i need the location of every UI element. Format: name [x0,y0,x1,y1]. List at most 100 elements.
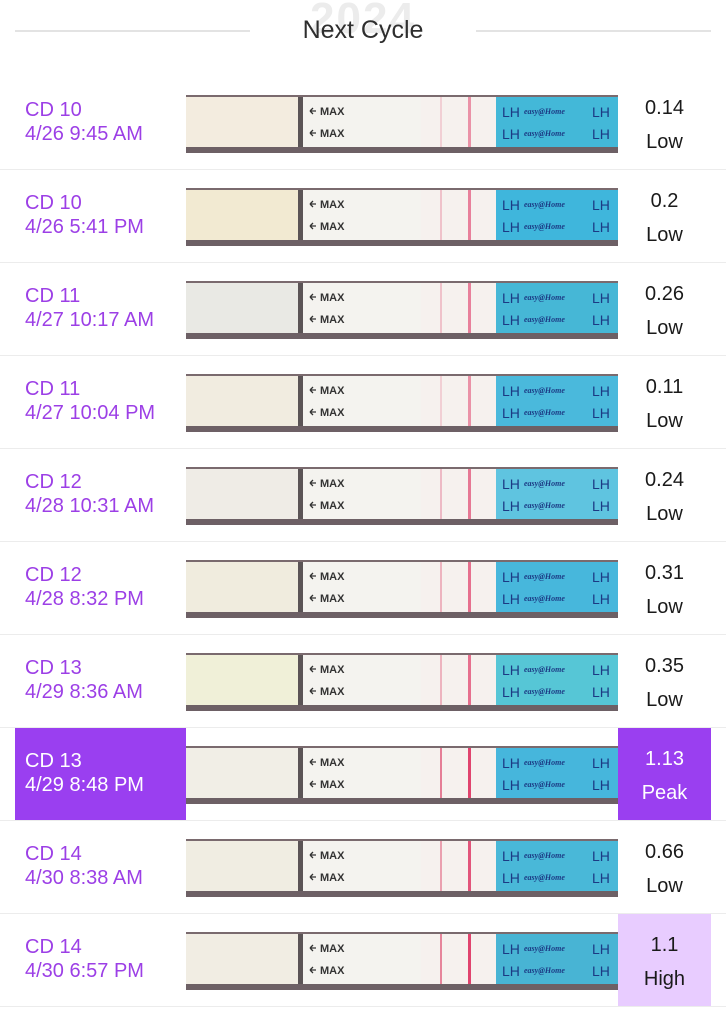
svg-text:LH: LH [592,777,610,793]
lh-level-label: Low [646,317,683,339]
lh-result-cell: 0.26 Low [618,263,711,355]
svg-text:LH: LH [592,197,610,213]
lh-ratio-value: 0.24 [645,469,684,491]
cycle-day-label: CD 12 [25,564,82,586]
lh-level-label: Low [646,131,683,153]
test-row[interactable]: CD 11 4/27 10:04 PM MAX MAX LH easy@Home LH LH e… [0,356,726,449]
lh-test-strip-photo[interactable]: MAX MAX LH easy@Home LH LH easy@Home LH [186,653,618,711]
test-row[interactable]: CD 11 4/27 10:17 AM MAX MAX LH easy@Home LH LH e… [0,263,726,356]
svg-text:MAX: MAX [320,664,345,676]
svg-text:LH: LH [502,870,520,886]
cycle-header: 2024 Next Cycle [0,0,726,62]
year-watermark: 2024 [310,0,416,43]
svg-text:LH: LH [502,126,520,142]
test-datetime-label: 4/28 8:32 PM [25,588,144,610]
test-date-cell: CD 10 4/26 9:45 AM [15,77,186,169]
lh-result-cell: 0.14 Low [618,77,711,169]
lh-ratio-value: 0.31 [645,562,684,584]
lh-ratio-value: 1.13 [645,748,684,770]
lh-test-strip-photo[interactable]: MAX MAX LH easy@Home LH LH easy@Home LH [186,188,618,246]
test-row[interactable]: CD 13 4/29 8:48 PM MAX MAX LH easy@Home LH LH ea… [0,728,726,821]
lh-ratio-value: 0.66 [645,841,684,863]
test-date-cell: CD 13 4/29 8:48 PM [15,728,186,820]
test-date-cell: CD 11 4/27 10:17 AM [15,263,186,355]
svg-text:MAX: MAX [320,407,345,419]
svg-text:easy@Home: easy@Home [524,386,565,395]
svg-text:MAX: MAX [320,106,345,118]
cycle-day-label: CD 10 [25,192,82,214]
svg-text:easy@Home: easy@Home [524,758,565,767]
svg-text:LH: LH [502,312,520,328]
svg-text:LH: LH [502,219,520,235]
lh-ratio-value: 1.1 [650,934,679,956]
svg-text:easy@Home: easy@Home [524,200,565,209]
svg-text:LH: LH [502,569,520,585]
lh-test-strip-photo[interactable]: MAX MAX LH easy@Home LH LH easy@Home LH [186,560,618,618]
svg-text:easy@Home: easy@Home [524,572,565,581]
cycle-day-label: CD 11 [25,378,81,400]
lh-ratio-value: 0.26 [645,283,684,305]
svg-text:LH: LH [502,383,520,399]
lh-test-strip-photo[interactable]: MAX MAX LH easy@Home LH LH easy@Home LH [186,374,618,432]
svg-text:MAX: MAX [320,292,345,304]
lh-test-strip-photo[interactable]: MAX MAX LH easy@Home LH LH easy@Home LH [186,281,618,339]
svg-text:LH: LH [502,290,520,306]
svg-text:LH: LH [592,476,610,492]
header-divider-right [476,30,711,32]
svg-text:LH: LH [592,684,610,700]
svg-text:easy@Home: easy@Home [524,222,565,231]
lh-level-label: Low [646,410,683,432]
svg-text:LH: LH [502,941,520,957]
svg-text:LH: LH [502,405,520,421]
test-row[interactable]: CD 14 4/30 6:57 PM MAX MAX LH easy@Home LH LH ea… [0,914,726,1007]
test-date-cell: CD 14 4/30 6:57 PM [15,914,186,1006]
lh-result-cell: 0.35 Low [618,635,711,727]
svg-text:LH: LH [592,104,610,120]
svg-text:LH: LH [502,963,520,979]
lh-test-strip-photo[interactable]: MAX MAX LH easy@Home LH LH easy@Home LH [186,839,618,897]
cycle-title[interactable]: Next Cycle [302,16,424,44]
test-row[interactable]: CD 13 4/29 8:36 AM MAX MAX LH easy@Home LH LH ea… [0,635,726,728]
svg-text:MAX: MAX [320,199,345,211]
svg-text:easy@Home: easy@Home [524,966,565,975]
cycle-day-label: CD 13 [25,657,82,679]
lh-test-strip-photo[interactable]: MAX MAX LH easy@Home LH LH easy@Home LH [186,95,618,153]
svg-text:LH: LH [502,777,520,793]
test-row[interactable]: CD 10 4/26 5:41 PM MAX MAX LH easy@Home LH LH ea… [0,170,726,263]
cycle-day-label: CD 13 [25,750,82,772]
lh-ratio-value: 0.14 [645,97,684,119]
svg-text:MAX: MAX [320,757,345,769]
lh-test-strip-photo[interactable]: MAX MAX LH easy@Home LH LH easy@Home LH [186,467,618,525]
cycle-day-label: CD 10 [25,99,82,121]
lh-level-label: Peak [641,782,688,804]
svg-text:easy@Home: easy@Home [524,665,565,674]
lh-result-cell: 0.31 Low [618,542,711,634]
svg-text:MAX: MAX [320,850,345,862]
test-datetime-label: 4/29 8:36 AM [25,681,143,703]
test-datetime-label: 4/27 10:17 AM [25,309,154,331]
cycle-day-label: CD 14 [25,936,82,958]
lh-result-cell: 1.1 High [618,914,711,1006]
svg-text:easy@Home: easy@Home [524,479,565,488]
test-row[interactable]: CD 10 4/26 9:45 AM MAX MAX LH easy@Home LH LH ea… [0,77,726,170]
svg-text:LH: LH [592,870,610,886]
lh-result-cell: 0.2 Low [618,170,711,262]
svg-text:LH: LH [502,476,520,492]
test-row[interactable]: CD 12 4/28 8:32 PM MAX MAX LH easy@Home LH LH ea… [0,542,726,635]
test-date-cell: CD 12 4/28 8:32 PM [15,542,186,634]
lh-result-cell: 0.24 Low [618,449,711,541]
svg-text:MAX: MAX [320,571,345,583]
svg-text:MAX: MAX [320,221,345,233]
test-datetime-label: 4/26 5:41 PM [25,216,144,238]
test-row[interactable]: CD 14 4/30 8:38 AM MAX MAX LH easy@Home LH LH ea… [0,821,726,914]
lh-test-strip-photo[interactable]: MAX MAX LH easy@Home LH LH easy@Home LH [186,932,618,990]
svg-text:MAX: MAX [320,686,345,698]
svg-text:easy@Home: easy@Home [524,501,565,510]
test-row[interactable]: CD 12 4/28 10:31 AM MAX MAX LH easy@Home LH LH e… [0,449,726,542]
svg-text:LH: LH [502,498,520,514]
svg-text:MAX: MAX [320,943,345,955]
cycle-day-label: CD 11 [25,285,81,307]
svg-text:LH: LH [592,405,610,421]
svg-text:LH: LH [502,197,520,213]
lh-test-strip-photo[interactable]: MAX MAX LH easy@Home LH LH easy@Home LH [186,746,618,804]
